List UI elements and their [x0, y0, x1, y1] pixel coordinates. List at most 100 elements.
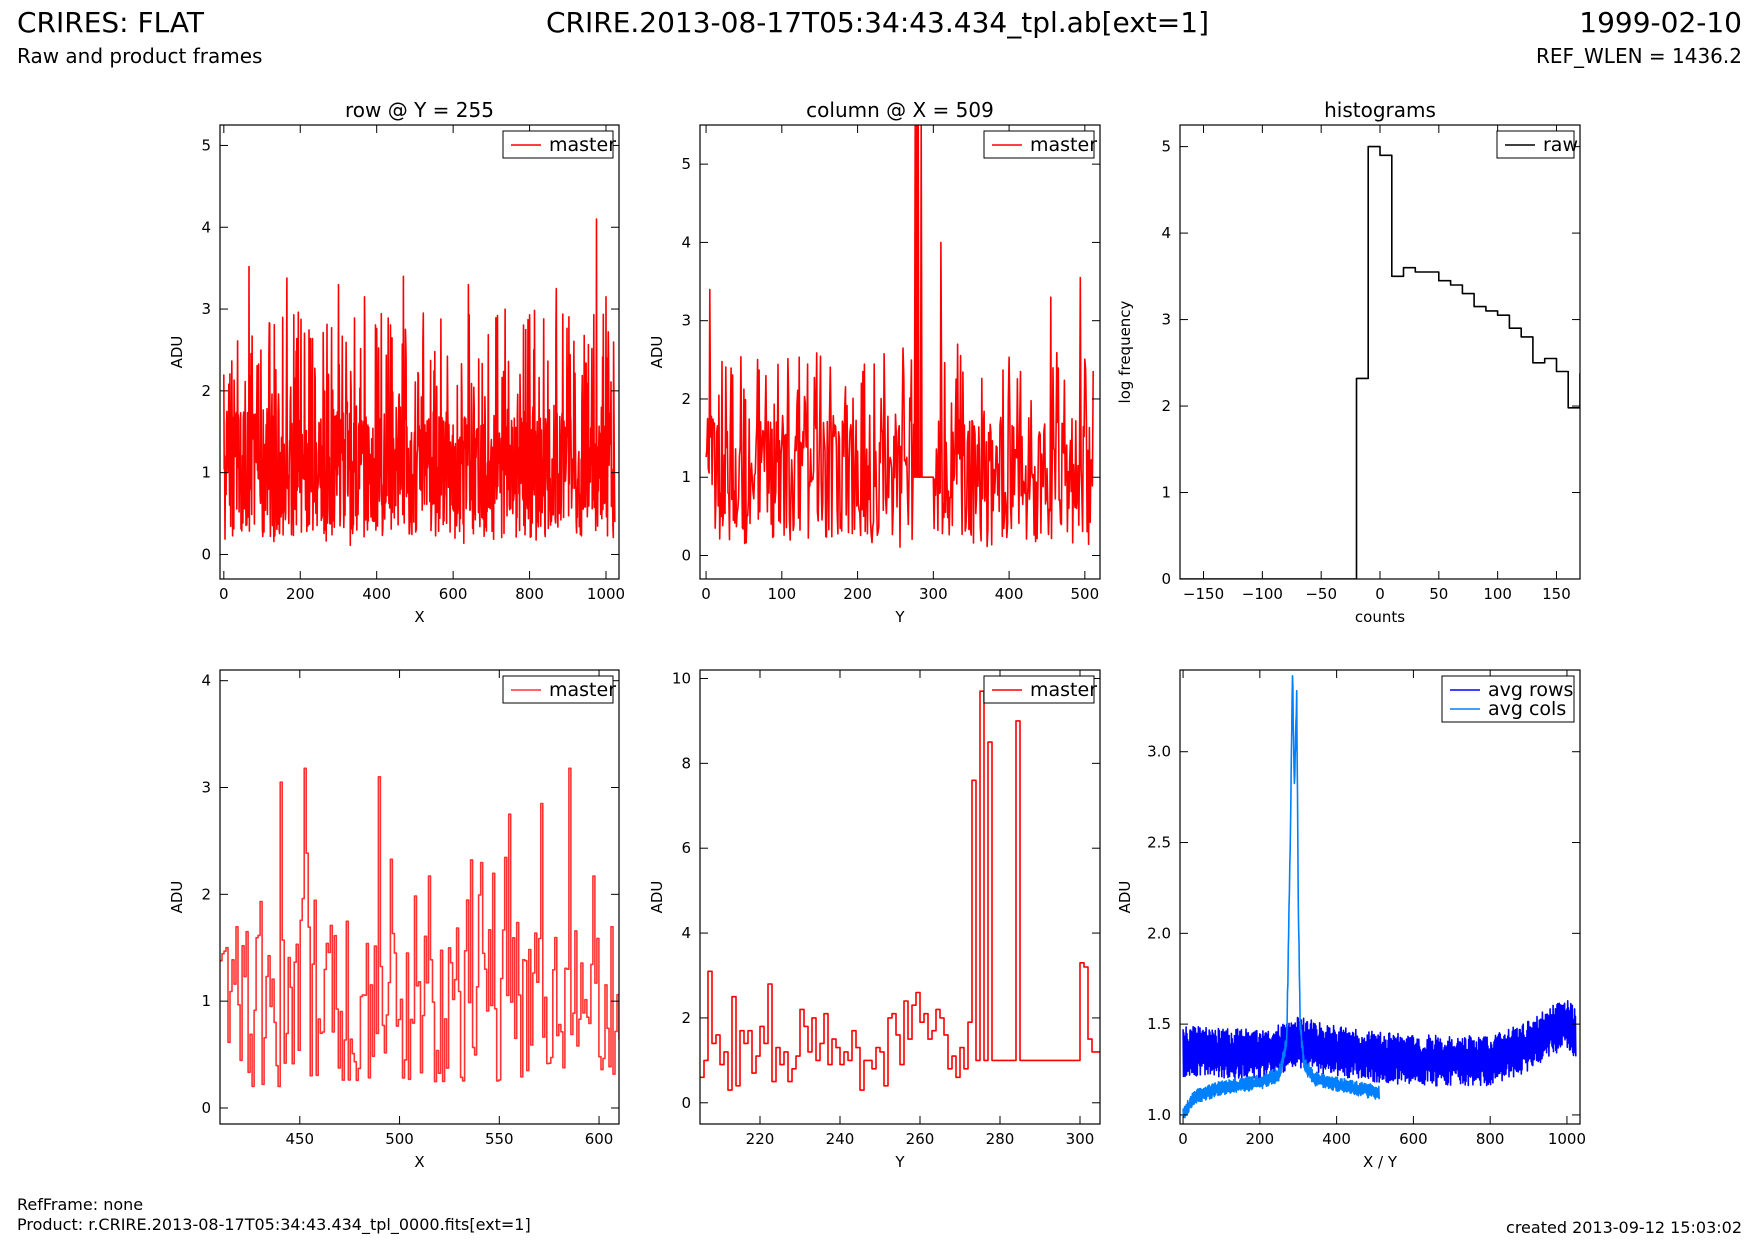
x-tick-label: 0 — [1375, 585, 1385, 603]
date-label: 1999-02-10 — [1579, 6, 1742, 39]
y-tick-label: 0 — [201, 545, 211, 563]
x-tick-label: 0 — [701, 585, 711, 603]
series-line-avg-cols — [1182, 675, 1380, 1119]
y-tick-label: 2 — [681, 390, 691, 408]
x-tick-label: 1000 — [1548, 1130, 1586, 1148]
y-tick-label: 3 — [201, 300, 211, 318]
y-axis-label: ADU — [1116, 881, 1134, 914]
x-tick-label: 240 — [826, 1130, 855, 1148]
plot-frame — [699, 124, 1101, 580]
x-tick-label: 450 — [285, 1130, 314, 1148]
y-tick-label: 10 — [672, 669, 691, 687]
x-tick-label: 300 — [1066, 1130, 1095, 1148]
chart-title: row @ Y = 255 — [345, 98, 494, 122]
footer-product: Product: r.CRIRE.2013-08-17T05:34:43.434… — [17, 1215, 531, 1234]
y-tick-label: 4 — [681, 924, 691, 942]
series-line-avg-rows — [1182, 1000, 1577, 1087]
page-title: CRIRES: FLAT — [17, 6, 204, 39]
y-tick-label: 4 — [201, 672, 211, 690]
x-tick-label: 100 — [1483, 585, 1512, 603]
x-tick-label: 100 — [767, 585, 796, 603]
y-tick-label: 5 — [1161, 138, 1171, 156]
chart-panel-2: 0 100 200 300 400 500 0 1 2 3 4 5 column @ X = 509 Y A… — [648, 98, 1101, 626]
y-tick-label: 8 — [681, 754, 691, 772]
x-tick-label: 500 — [385, 1130, 414, 1148]
x-tick-label: 150 — [1542, 585, 1571, 603]
y-tick-label: 5 — [681, 155, 691, 173]
legend-label: master — [549, 134, 616, 156]
y-tick-label: 5 — [201, 136, 211, 154]
y-tick-label: 1 — [201, 464, 211, 482]
y-axis-label: ADU — [168, 336, 186, 369]
y-tick-label: 1.0 — [1147, 1106, 1171, 1124]
y-tick-label: 0 — [681, 547, 691, 565]
x-tick-label: 600 — [585, 1130, 614, 1148]
chart-panel-1: 0 200 400 600 800 1000 0 1 2 3 4 5 row @ Y = 255 X ADU… — [168, 98, 625, 626]
series-line-master — [220, 767, 619, 1088]
y-tick-label: 6 — [681, 839, 691, 857]
x-tick-label: 200 — [286, 585, 315, 603]
legend-label: master — [1030, 134, 1097, 156]
chart-panel-3: −150 −100 −50 0 50 100 150 0 1 2 3 4 5 histograms coun… — [1116, 98, 1581, 626]
plot-frame — [219, 669, 620, 1125]
x-tick-label: 800 — [1476, 1130, 1505, 1148]
legend-label: avg cols — [1488, 698, 1566, 720]
series-line-master — [223, 218, 616, 546]
x-tick-label: 300 — [919, 585, 948, 603]
y-tick-label: 4 — [1161, 224, 1171, 242]
x-tick-label: 0 — [1178, 1130, 1188, 1148]
plot-frame — [699, 669, 1101, 1125]
x-tick-label: 280 — [986, 1130, 1015, 1148]
legend: master — [983, 675, 1097, 704]
chart-title: histograms — [1324, 98, 1436, 122]
y-tick-label: 2.5 — [1147, 834, 1171, 852]
footer-created: created 2013-09-12 15:03:02 — [1506, 1218, 1742, 1237]
chart-title: column @ X = 509 — [806, 98, 994, 122]
plot-frame — [1179, 124, 1581, 580]
x-axis-label: counts — [1355, 608, 1405, 626]
y-tick-label: 4 — [201, 218, 211, 236]
x-tick-label: −150 — [1183, 585, 1224, 603]
y-tick-label: 0 — [681, 1094, 691, 1112]
x-tick-label: 1000 — [587, 585, 625, 603]
y-tick-label: 2 — [681, 1009, 691, 1027]
x-axis-label: Y — [894, 1153, 905, 1171]
chart-panel-6: 0 200 400 600 800 1000 1.0 1.5 2.0 2.5 3.0 X / Y ADU… — [1116, 669, 1586, 1171]
y-tick-label: 2 — [1161, 397, 1171, 415]
y-tick-label: 1 — [201, 992, 211, 1010]
y-tick-label: 0 — [1161, 570, 1171, 588]
x-tick-label: 200 — [1246, 1130, 1275, 1148]
ref-wlen-label: REF_WLEN = 1436.2 — [1535, 44, 1742, 68]
y-tick-label: 3 — [681, 312, 691, 330]
y-tick-label: 3 — [1161, 311, 1171, 329]
x-axis-label: Y — [894, 608, 905, 626]
y-axis-label: ADU — [648, 336, 666, 369]
legend: raw — [1496, 130, 1578, 159]
legend: master — [983, 130, 1097, 159]
series-line-master — [705, 125, 1094, 548]
footer-refframe: RefFrame: none — [17, 1195, 144, 1214]
y-tick-label: 3 — [201, 779, 211, 797]
plot-frame — [1179, 669, 1581, 1125]
x-axis-label: X — [414, 1153, 424, 1171]
x-tick-label: 600 — [1399, 1130, 1428, 1148]
x-tick-label: 500 — [1071, 585, 1100, 603]
x-tick-label: 200 — [843, 585, 872, 603]
x-tick-label: 400 — [362, 585, 391, 603]
x-tick-label: −100 — [1242, 585, 1283, 603]
series-line-raw — [1180, 145, 1580, 579]
x-tick-label: 800 — [515, 585, 544, 603]
x-tick-label: 220 — [746, 1130, 775, 1148]
y-axis-label: ADU — [648, 881, 666, 914]
x-tick-label: 0 — [219, 585, 229, 603]
y-tick-label: 1 — [681, 468, 691, 486]
legend-label: master — [1030, 679, 1097, 701]
y-tick-label: 2 — [201, 382, 211, 400]
file-title: CRIRE.2013-08-17T05:34:43.434_tpl.ab[ext… — [545, 6, 1209, 39]
plot-frame — [219, 124, 620, 580]
legend-label: raw — [1543, 134, 1578, 156]
x-tick-label: 600 — [439, 585, 468, 603]
y-tick-label: 0 — [201, 1099, 211, 1117]
